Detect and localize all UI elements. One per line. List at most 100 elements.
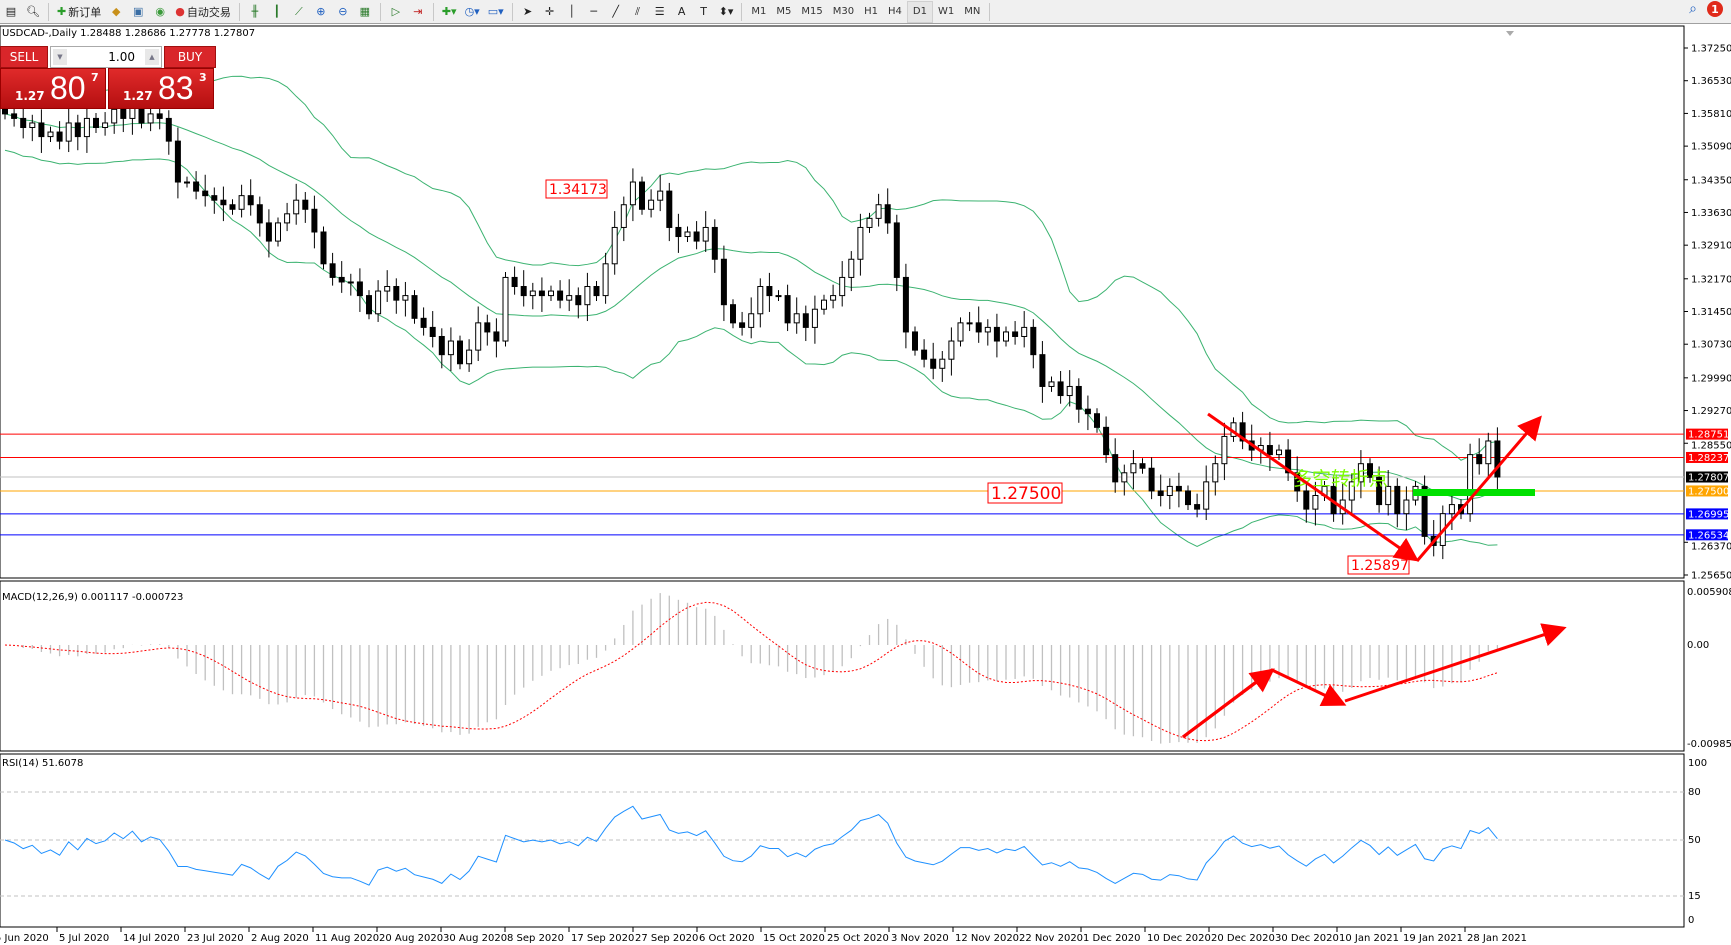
candle [757,278,764,328]
navigator-icon[interactable]: ▣ [133,5,144,18]
arrows-icon[interactable]: ⬍▾ [718,5,734,18]
macd-up-arrow-2[interactable] [1344,623,1567,703]
candle-body [629,181,636,206]
candle [1494,427,1501,494]
text-label-icon[interactable]: T [700,5,707,18]
candle [575,287,582,319]
annotations[interactable]: 多空转折点 1.34173 1.27500 1.25897 [545,179,1567,739]
sell-button[interactable]: SELL [0,46,48,68]
templates-icon[interactable]: ▭▾ [487,5,504,18]
timeframe-d1[interactable]: D1 [906,0,933,23]
chart-shift-icon[interactable]: ⇥ [413,5,423,18]
pivot-text: 多空转折点 [1293,468,1388,490]
candle-body [1376,476,1383,506]
down-trend-arrow[interactable] [1207,412,1419,562]
timeframe-w1[interactable]: W1 [937,6,955,17]
candle-body [1121,472,1128,483]
notification-badge[interactable]: 1 [1707,1,1723,17]
market-watch-icon[interactable]: ◆ [111,5,121,18]
candle [930,342,937,380]
timeframe-h4[interactable]: H4 [887,6,902,17]
high-price-text: 1.34173 [549,182,607,198]
new-chart-icon[interactable]: ▤ [5,5,17,18]
new-order-icon: ✚ [57,5,67,18]
candle-body [520,286,527,297]
candle [793,297,800,334]
fibonacci-icon[interactable]: ☰ [654,5,665,18]
auto-scroll-icon[interactable]: ▷ [391,5,401,18]
macd-up-arrow-1[interactable] [1182,668,1275,739]
candle-body [930,358,937,369]
timeframe-m15[interactable]: M15 [801,6,823,17]
candle [1485,432,1492,478]
indicators-icon[interactable]: ✚▾ [441,5,457,18]
price-tick-label: 1.33630 [1691,208,1731,219]
buy-price-box[interactable]: 1.27 83 3 [108,68,214,109]
buy-button[interactable]: BUY [164,46,216,68]
level-price-label[interactable]: 1.27500 [987,482,1063,504]
candle-body [447,340,454,356]
zoom-out-icon[interactable]: ⊖ [338,5,348,18]
equidistant-channel-icon[interactable]: ⫽ [635,4,641,18]
new-order-button[interactable]: ✚ 新订单 [54,2,104,22]
auto-trading-button[interactable]: ● 自动交易 [172,2,234,22]
candle-body [1166,485,1173,496]
candle [893,214,900,292]
bar-chart-icon[interactable]: ╫ [251,5,259,18]
candle [648,189,655,218]
candle [311,195,318,249]
periods-icon[interactable]: ◷▾ [464,5,480,18]
zoom-window-icon[interactable]: 🔍︎ [26,5,40,18]
sell-price-fraction: 7 [91,71,99,84]
timeframe-m30[interactable]: M30 [832,6,855,17]
sell-price-box[interactable]: 1.27 80 7 [0,68,106,109]
candle-body [975,322,982,333]
low-price-label[interactable]: 1.25897 [1347,555,1410,575]
lot-decrease-button[interactable]: ▼ [53,49,67,65]
timeframe-mn[interactable]: MN [964,6,981,17]
candle [602,252,609,304]
line-chart-icon[interactable]: ⟋ [294,4,303,18]
candle-body [1112,454,1119,483]
timeframe-m5[interactable]: M5 [776,6,792,17]
candle [165,110,172,155]
time-tick-label: 20 Aug 2020 [379,933,443,944]
candle-body [1367,463,1373,478]
sell-price-pips: 80 [50,70,86,106]
timeframe-m1[interactable]: M1 [751,6,767,17]
chart-shift-marker[interactable] [1506,31,1514,36]
candle-body [1084,408,1091,415]
signals-icon[interactable]: ◉ [155,5,166,18]
zoom-in-icon[interactable]: ⊕ [316,5,326,18]
candle [29,114,36,142]
candle [1039,341,1046,403]
search-icon[interactable]: ⌕ [1689,1,1697,17]
crosshair-icon[interactable]: ✛ [545,5,555,18]
lot-increase-button[interactable]: ▲ [145,49,159,65]
text-icon[interactable]: A [677,5,686,18]
candlestick-chart-icon[interactable]: ┃ [273,5,281,18]
horizontal-lines[interactable]: 1.28751 1.28237 1.27807 1.27500 1.26995 1.265… [0,428,1729,542]
timeframe-h1[interactable]: H1 [864,6,878,17]
lot-size-input[interactable]: ▼ 1.00 ▲ [50,46,162,68]
candle [739,311,746,336]
candle [1075,378,1082,423]
candle-body [256,204,263,224]
trendline-icon[interactable]: ╱ [612,5,619,18]
candle [220,186,227,222]
tile-windows-icon[interactable]: ▦ [359,5,371,18]
toolbar-divider [989,2,991,21]
up-trend-arrow[interactable] [1415,415,1542,562]
high-price-label[interactable]: 1.34173 [545,179,608,199]
candle-body [784,295,791,324]
candle-body [1212,463,1219,483]
vertical-line-icon[interactable]: │ [568,5,575,18]
candle-body [575,295,582,306]
rsi-tick-label: 15 [1688,891,1701,902]
horizontal-line-icon[interactable]: ─ [590,5,597,18]
candles [2,91,1501,560]
cursor-icon[interactable]: ➤ [523,5,533,18]
candle [1030,319,1037,369]
price-tick-label: 1.29270 [1691,406,1731,417]
